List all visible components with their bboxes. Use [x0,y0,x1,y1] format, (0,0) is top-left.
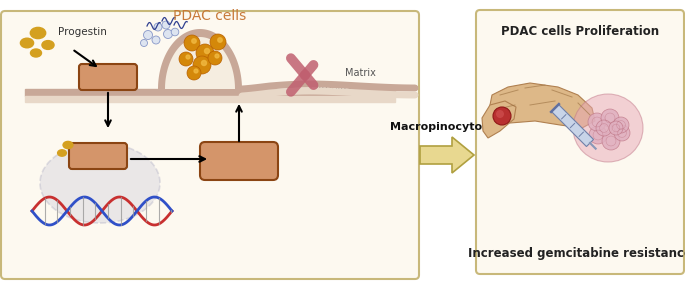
FancyBboxPatch shape [79,64,137,90]
Circle shape [184,35,200,51]
Circle shape [193,56,211,74]
Ellipse shape [30,27,46,38]
Ellipse shape [42,40,54,50]
Circle shape [614,125,630,141]
FancyBboxPatch shape [1,11,419,279]
Circle shape [205,48,210,53]
Circle shape [208,51,222,65]
Text: CDC42: CDC42 [216,153,262,166]
Circle shape [613,117,629,133]
Circle shape [196,44,214,62]
Circle shape [601,109,619,127]
Circle shape [588,113,606,131]
Circle shape [186,55,190,59]
Circle shape [194,69,198,73]
Polygon shape [551,104,593,147]
FancyBboxPatch shape [69,143,127,169]
Text: Matrix: Matrix [345,68,376,78]
Circle shape [596,120,612,136]
Circle shape [201,61,206,66]
Circle shape [215,54,219,58]
Circle shape [152,36,160,44]
Circle shape [493,107,511,125]
Circle shape [218,38,222,42]
Circle shape [187,66,201,80]
Polygon shape [420,137,474,173]
Circle shape [496,110,504,118]
Text: Cytoplasm: Cytoplasm [310,83,362,93]
Text: Progestin: Progestin [58,27,107,37]
Text: High expression level: High expression level [78,93,160,102]
Ellipse shape [40,143,160,223]
Polygon shape [165,37,235,89]
Circle shape [589,126,607,144]
Polygon shape [158,29,242,89]
Circle shape [300,70,310,80]
Circle shape [143,31,153,40]
Ellipse shape [31,49,42,57]
Circle shape [140,40,147,46]
Circle shape [602,132,620,150]
Bar [25,89,395,96]
FancyBboxPatch shape [200,142,278,180]
Polygon shape [490,83,595,128]
Circle shape [164,29,173,38]
Bar [25,96,395,102]
Ellipse shape [58,150,66,156]
Circle shape [162,21,170,29]
Circle shape [609,121,623,135]
Text: PDAC cells: PDAC cells [173,9,247,23]
Circle shape [210,34,226,50]
Polygon shape [482,101,516,138]
Text: PDAC cells Proliferation: PDAC cells Proliferation [501,25,659,38]
Ellipse shape [63,142,73,149]
Ellipse shape [21,38,34,48]
Text: Increased gemcitabine resistance: Increased gemcitabine resistance [468,246,685,260]
Ellipse shape [573,94,643,162]
Circle shape [192,39,196,43]
FancyBboxPatch shape [476,10,684,274]
Circle shape [179,52,193,66]
Text: PGR: PGR [95,71,121,81]
Text: PGR: PGR [85,150,111,160]
Text: Macropinocytosis: Macropinocytosis [390,122,499,132]
Circle shape [171,28,179,36]
Circle shape [154,23,162,31]
